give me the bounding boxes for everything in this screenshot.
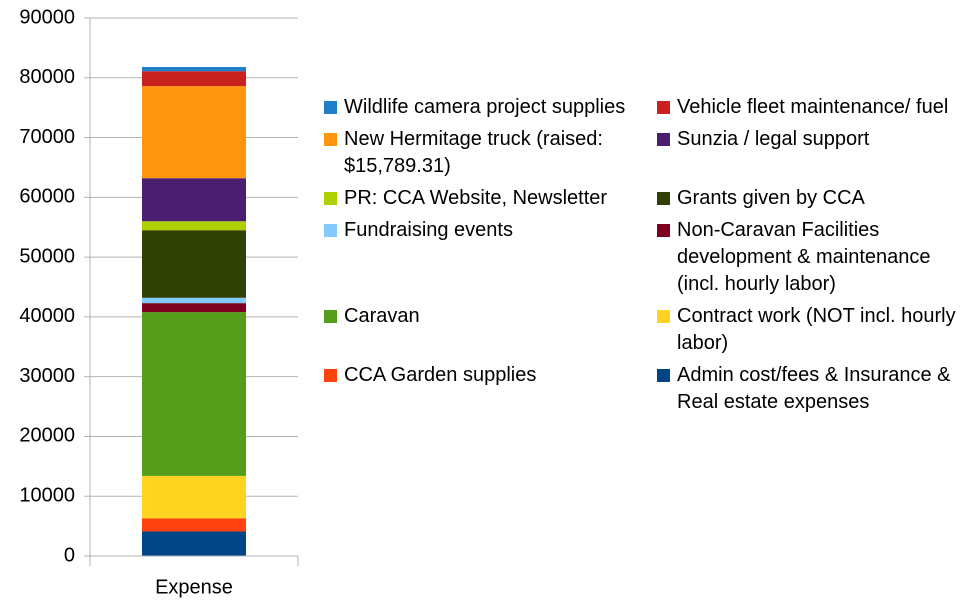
bar-segment bbox=[142, 518, 246, 532]
legend-swatch bbox=[324, 224, 337, 237]
y-tick-label: 30000 bbox=[19, 365, 75, 387]
legend-item: Contract work (NOT incl. hourly labor) bbox=[657, 303, 957, 357]
bar-segment bbox=[142, 230, 246, 298]
y-tick-label: 50000 bbox=[19, 245, 75, 267]
legend-label: Fundraising events bbox=[344, 219, 513, 241]
legend-swatch bbox=[657, 310, 670, 323]
y-tick-label: 60000 bbox=[19, 186, 75, 208]
bar-segment bbox=[142, 297, 246, 304]
legend-label: Caravan bbox=[344, 305, 420, 327]
y-tick-label: 20000 bbox=[19, 425, 75, 447]
y-tick-label: 10000 bbox=[19, 485, 75, 507]
legend-item: Vehicle fleet maintenance/ fuel bbox=[657, 94, 957, 121]
legend-item: Fundraising events bbox=[324, 217, 657, 298]
legend-label: Admin cost/fees & Insurance & Real estat… bbox=[677, 364, 951, 413]
legend: Wildlife camera project supplies Vehicle … bbox=[324, 94, 960, 416]
legend-item: Admin cost/fees & Insurance & Real estat… bbox=[657, 362, 957, 416]
legend-swatch bbox=[657, 192, 670, 205]
legend-item: Wildlife camera project supplies bbox=[324, 94, 657, 121]
legend-swatch bbox=[324, 310, 337, 323]
legend-label: CCA Garden supplies bbox=[344, 364, 537, 386]
legend-label: Non-Caravan Facilities development & mai… bbox=[677, 219, 931, 295]
legend-item: PR: CCA Website, Newsletter bbox=[324, 185, 657, 212]
y-tick-label: 80000 bbox=[19, 66, 75, 88]
legend-item: Non-Caravan Facilities development & mai… bbox=[657, 217, 957, 298]
bar-segment bbox=[142, 312, 246, 476]
x-tick-label: Expense bbox=[155, 576, 233, 598]
legend-label: Contract work (NOT incl. hourly labor) bbox=[677, 305, 956, 354]
legend-swatch bbox=[324, 133, 337, 146]
y-tick-label: 70000 bbox=[19, 126, 75, 148]
legend-swatch bbox=[657, 133, 670, 146]
bar-segment bbox=[142, 303, 246, 313]
legend-swatch bbox=[324, 192, 337, 205]
bar-segment bbox=[142, 67, 246, 72]
legend-label: Wildlife camera project supplies bbox=[344, 96, 626, 118]
y-tick-label: 40000 bbox=[19, 305, 75, 327]
legend-label: Grants given by CCA bbox=[677, 187, 865, 209]
bar-segment bbox=[142, 531, 246, 556]
legend-label: Sunzia / legal support bbox=[677, 128, 870, 150]
legend-item: Grants given by CCA bbox=[657, 185, 957, 212]
y-tick-label: 0 bbox=[64, 544, 75, 566]
bar-segment bbox=[142, 221, 246, 231]
legend-item: Caravan bbox=[324, 303, 657, 357]
bar-segment bbox=[142, 178, 246, 222]
legend-swatch bbox=[657, 369, 670, 382]
legend-swatch bbox=[657, 101, 670, 114]
legend-swatch bbox=[324, 101, 337, 114]
legend-item: New Hermitage truck (raised: $15,789.31) bbox=[324, 126, 657, 180]
bar-segment bbox=[142, 86, 246, 179]
bar-segment bbox=[142, 475, 246, 519]
y-tick-label: 90000 bbox=[19, 6, 75, 28]
legend-item: CCA Garden supplies bbox=[324, 362, 657, 416]
legend-swatch bbox=[324, 369, 337, 382]
legend-label: Vehicle fleet maintenance/ fuel bbox=[677, 96, 949, 118]
legend-label: New Hermitage truck (raised: $15,789.31) bbox=[344, 128, 603, 177]
bar-segment bbox=[142, 71, 246, 87]
legend-label: PR: CCA Website, Newsletter bbox=[344, 187, 608, 209]
legend-swatch bbox=[657, 224, 670, 237]
legend-item: Sunzia / legal support bbox=[657, 126, 957, 180]
